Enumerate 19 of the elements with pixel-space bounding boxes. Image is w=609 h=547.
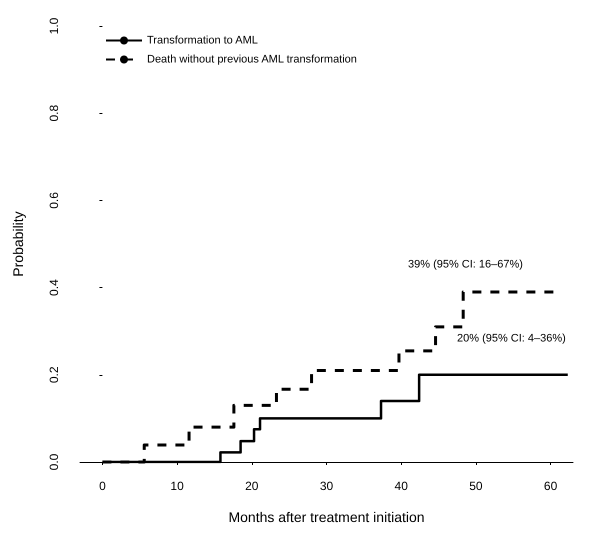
- annotation: 39% (95% CI: 16–67%): [408, 258, 523, 270]
- x-tick-label: 10: [170, 479, 184, 493]
- y-axis-title: Probability: [10, 211, 26, 277]
- x-tick-label: 40: [394, 479, 408, 493]
- legend-label: Transformation to AML: [147, 34, 258, 46]
- legend-label: Death without previous AML transformation: [147, 54, 357, 66]
- y-tick-label: 0.8: [47, 104, 61, 122]
- x-tick-label: 50: [469, 479, 483, 493]
- x-tick-label: 20: [245, 479, 259, 493]
- y-tick-label: 0.6: [47, 192, 61, 209]
- y-tick-label: 0.4: [47, 278, 61, 296]
- x-axis-title: Months after treatment initiation: [228, 509, 425, 525]
- y-tick-label: 0.0: [47, 453, 61, 470]
- y-tick-label: 0.2: [47, 366, 61, 384]
- x-tick-label: 60: [544, 479, 558, 493]
- y-tick-label: 1.0: [47, 17, 61, 34]
- x-tick-label: 0: [99, 479, 106, 493]
- x-tick-label: 30: [320, 479, 334, 493]
- annotation: 20% (95% CI: 4–36%): [457, 332, 566, 344]
